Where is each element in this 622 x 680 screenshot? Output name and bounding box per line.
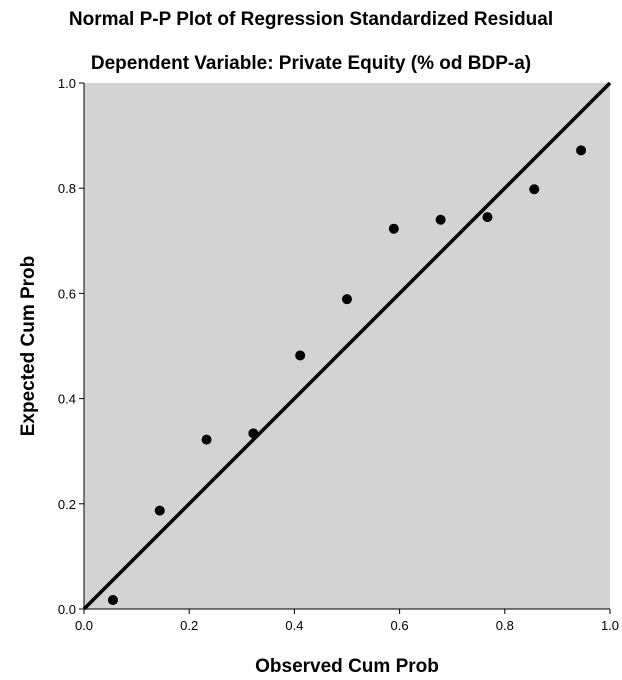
data-point [529, 184, 540, 195]
y-axis-title: Expected Cum Prob [18, 256, 39, 437]
chart-title: Normal P-P Plot of Regression Standardiz… [68, 9, 554, 30]
data-point [576, 145, 587, 156]
data-point [342, 294, 352, 305]
x-tick-label: 0.6 [391, 618, 409, 633]
data-point [388, 223, 399, 234]
data-point [295, 350, 306, 361]
x-tick-label: 1.0 [601, 618, 619, 633]
x-tick-label: 0.8 [496, 618, 514, 633]
data-point [435, 214, 446, 225]
data-point [248, 428, 259, 439]
y-tick-label: 1.0 [58, 76, 76, 91]
data-point [201, 434, 212, 445]
y-tick-label: 0.0 [58, 602, 76, 617]
data-point [482, 212, 493, 223]
x-tick-label: 0.4 [285, 618, 303, 633]
x-axis: 0.0 0.2 0.4 0.6 0.8 1.0 [75, 609, 619, 633]
chart-subtitle: Dependent Variable: Private Equity (% od… [90, 53, 532, 74]
y-tick-label: 0.2 [58, 497, 76, 512]
data-point [107, 595, 118, 606]
y-tick-label: 0.6 [58, 286, 76, 301]
x-axis-title: Observed Cum Prob [255, 656, 439, 677]
reference-line [82, 81, 612, 611]
x-tick-label: 0.2 [180, 618, 198, 633]
data-points [107, 145, 587, 606]
y-tick-label: 0.4 [58, 392, 76, 407]
y-tick-label: 0.8 [58, 181, 76, 196]
x-tick-label: 0.0 [75, 618, 93, 633]
data-point [154, 505, 165, 516]
y-axis: 0.0 0.2 0.4 0.6 0.8 1.0 [58, 76, 84, 617]
